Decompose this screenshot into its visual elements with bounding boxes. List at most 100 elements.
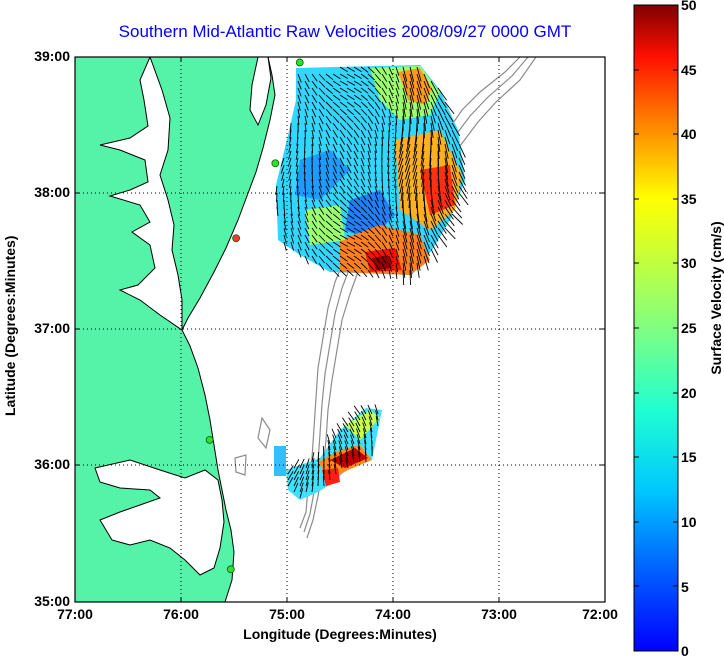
colorbar-tick-label: 20 <box>681 385 697 401</box>
velocity-vector <box>353 108 362 116</box>
velocity-vector <box>328 470 331 481</box>
velocity-vector <box>458 157 466 172</box>
velocity-vector <box>360 178 366 188</box>
velocity-vector <box>367 192 373 202</box>
velocity-vector <box>430 129 433 146</box>
velocity-vector <box>374 227 382 236</box>
velocity-vector <box>437 87 447 101</box>
velocity-vector <box>345 458 349 469</box>
velocity-vector <box>346 185 353 194</box>
velocity-vector <box>423 87 430 103</box>
velocity-vector <box>360 255 369 263</box>
velocity-vector <box>395 101 399 111</box>
velocity-vector <box>318 185 323 195</box>
velocity-vector <box>332 157 337 167</box>
velocity-vector <box>388 87 394 97</box>
velocity-vector <box>381 192 385 202</box>
velocity-vector <box>293 470 300 481</box>
velocity-vector <box>416 241 422 257</box>
velocity-vector <box>344 440 349 451</box>
velocity-vector <box>367 66 375 74</box>
velocity-vector <box>317 451 320 463</box>
velocity-vector <box>416 87 422 103</box>
velocity-vector <box>394 129 397 140</box>
velocity-vector <box>353 87 362 94</box>
velocity-vector <box>423 213 429 229</box>
velocity-vector <box>311 143 314 154</box>
velocity-vector <box>290 241 295 251</box>
velocity-vector <box>374 185 379 195</box>
velocity-vector <box>346 129 353 138</box>
velocity-vector <box>388 269 392 279</box>
velocity-vector <box>299 482 304 493</box>
velocity-vector <box>395 269 398 280</box>
velocity-vector <box>311 255 317 264</box>
velocity-vector <box>444 220 456 233</box>
velocity-vector <box>353 178 360 187</box>
velocity-vector <box>339 143 345 153</box>
velocity-vector <box>388 213 393 223</box>
velocity-vector <box>346 220 355 227</box>
velocity-vector <box>356 428 361 439</box>
delaware-bay <box>249 57 272 127</box>
velocity-vector <box>346 164 352 174</box>
velocity-vector <box>429 164 432 180</box>
velocity-vector <box>318 248 326 257</box>
velocity-vector <box>339 227 349 233</box>
velocity-vector <box>430 206 437 222</box>
velocity-vector <box>339 199 347 207</box>
velocity-vector <box>409 220 414 236</box>
velocity-vector <box>430 241 439 256</box>
velocity-vector <box>353 262 362 270</box>
velocity-vector <box>414 185 418 201</box>
velocity-vector <box>325 206 333 215</box>
velocity-vector <box>375 410 379 421</box>
velocity-vector <box>367 255 375 263</box>
velocity-vector <box>367 115 374 124</box>
velocity-vector <box>402 101 406 117</box>
velocity-vector <box>327 446 331 457</box>
velocity-vector <box>374 87 382 96</box>
velocity-vector <box>297 73 302 83</box>
velocity-vector <box>346 66 356 72</box>
velocity-vector <box>339 248 348 255</box>
velocity-vector <box>367 410 373 421</box>
velocity-vector <box>328 458 331 469</box>
velocity-vector <box>388 234 394 244</box>
colorbar-tick-label: 35 <box>681 191 697 207</box>
velocity-vector <box>381 115 386 125</box>
velocity-vector <box>381 206 386 216</box>
velocity-vector <box>325 80 334 87</box>
velocity-vector <box>339 241 349 247</box>
velocity-vector <box>381 199 386 209</box>
velocity-vector <box>318 227 326 235</box>
velocity-vector <box>311 452 315 463</box>
velocity-vector <box>406 178 411 194</box>
colorbar-tick-label: 15 <box>681 449 697 465</box>
velocity-vector <box>437 234 448 248</box>
velocity-vector <box>293 459 300 469</box>
velocity-vector <box>374 262 381 271</box>
velocity-vector <box>333 458 337 469</box>
velocity-vector <box>332 185 339 194</box>
velocity-vector <box>303 150 306 161</box>
velocity-vector <box>350 440 355 451</box>
velocity-vector <box>311 220 318 229</box>
velocity-vector <box>360 150 365 160</box>
velocity-vector <box>332 220 341 227</box>
velocity-vector <box>360 192 367 201</box>
velocity-vector <box>354 416 361 427</box>
map-title: Southern Mid-Atlantic Raw Velocities 200… <box>118 22 572 41</box>
velocity-vector <box>311 464 315 475</box>
velocity-vector <box>325 122 331 132</box>
velocity-vector <box>345 452 349 463</box>
velocity-vector <box>388 115 391 125</box>
velocity-vector <box>325 101 333 109</box>
y-tick-label: 38:00 <box>34 184 70 200</box>
velocity-vector <box>288 136 292 146</box>
velocity-vector <box>332 241 341 248</box>
velocity-vector <box>318 255 325 264</box>
velocity-vector <box>350 434 355 445</box>
velocity-vector <box>297 87 302 97</box>
velocity-vector <box>414 129 418 145</box>
